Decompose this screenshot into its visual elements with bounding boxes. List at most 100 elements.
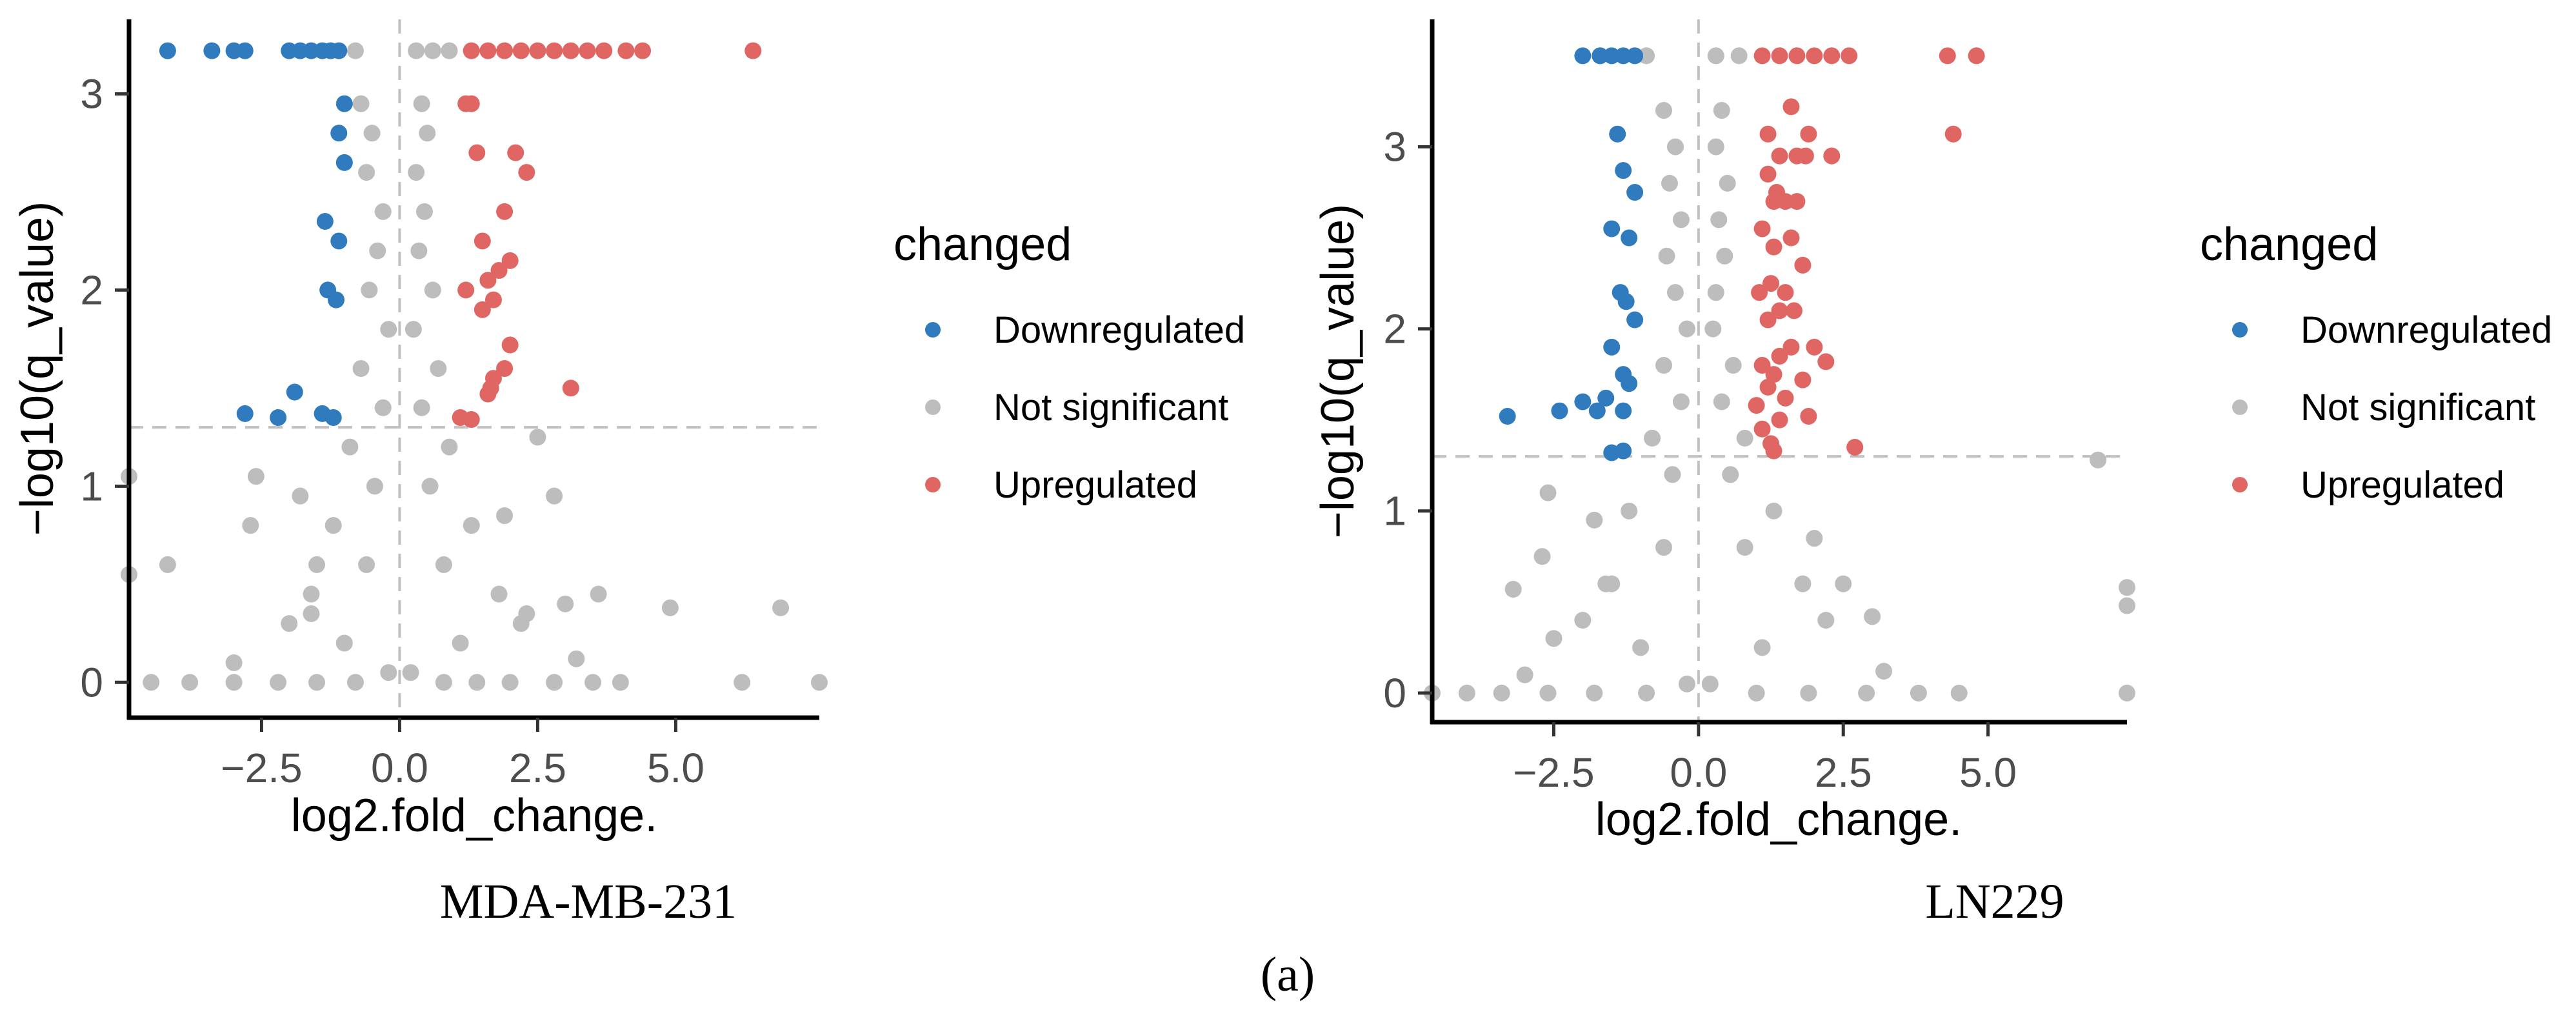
point-not-significant [1539,684,1557,702]
point-not-significant [590,585,607,603]
point-not-significant [1545,630,1563,647]
point-not-significant [1713,393,1730,410]
point-not-significant [363,125,381,142]
point-upregulated [1823,47,1841,65]
point-not-significant [352,95,370,112]
point-not-significant [1672,211,1690,228]
point-not-significant [568,650,585,667]
point-not-significant [402,664,419,682]
point-upregulated [1753,357,1771,374]
point-not-significant [1638,684,1655,702]
panel-ln229: 0 1 2 3 −2.5 0.0 2.5 5.0 log2.fold_change. −lo… [1312,19,2552,929]
point-upregulated [1800,408,1817,425]
point-not-significant [1707,138,1724,156]
x-axis-title: log2.fold_change. [291,790,657,842]
y-ticks: 0 1 2 3 [1383,123,1432,716]
point-not-significant [2090,451,2107,469]
point-not-significant [772,599,790,616]
points-layer [121,42,828,691]
point-not-significant [225,654,243,671]
point-not-significant [1864,608,1881,625]
point-not-significant [1835,575,1852,592]
point-not-significant [341,438,359,456]
point-not-significant [419,125,436,142]
point-not-significant [557,595,574,612]
point-not-significant [1707,47,1724,65]
point-downregulated [1603,47,1621,65]
point-downregulated [316,213,334,230]
y-tick-label: 0 [1383,670,1406,716]
point-upregulated [1771,147,1788,165]
point-upregulated [474,301,491,318]
point-downregulated [1617,293,1635,310]
point-not-significant [1603,575,1621,592]
point-upregulated [463,411,480,429]
point-downregulated [335,154,353,171]
point-upregulated [1771,302,1788,319]
legend-title: changed [894,219,1072,270]
y-axis-title: −log10(q_value) [12,201,63,536]
point-not-significant [1655,539,1672,556]
point-downregulated [1626,311,1644,329]
point-not-significant [1678,320,1695,338]
point-downregulated [1615,402,1632,420]
point-not-significant [1875,663,1893,680]
point-upregulated [479,272,497,289]
point-not-significant [529,429,546,446]
point-upregulated [1753,47,1771,65]
point-not-significant [1493,684,1510,702]
point-not-significant [424,281,441,299]
point-not-significant [441,42,458,59]
point-not-significant [374,203,392,220]
point-not-significant [1707,284,1724,301]
point-upregulated [1968,47,1985,65]
point-not-significant [421,478,439,495]
point-upregulated [1800,125,1817,143]
x-tick-label: 5.0 [1959,749,2017,796]
point-downregulated [1621,229,1638,247]
x-axis-title: log2.fold_change. [1595,794,1962,845]
legend-label-not-significant: Not significant [2301,387,2535,429]
point-not-significant [1713,102,1730,119]
point-downregulated [159,42,176,59]
point-downregulated [236,405,254,422]
point-upregulated [529,42,546,59]
point-not-significant [413,95,430,112]
panel-mda-mb-231: 0 1 2 3 −2.5 0.0 2.5 5.0 log2.fold_change. −lo… [12,19,1245,929]
y-tick-label: 3 [80,70,103,117]
point-not-significant [1765,502,1782,520]
point-not-significant [1666,284,1684,301]
point-downregulated [1621,375,1638,392]
point-not-significant [430,360,447,377]
point-upregulated [496,42,514,59]
point-downregulated [1574,393,1592,410]
point-not-significant [661,599,679,616]
point-not-significant [1678,675,1695,692]
legend-title: changed [2200,219,2378,270]
point-not-significant [1586,511,1603,529]
point-not-significant [335,634,353,652]
x-tick-label: 2.5 [1815,749,1872,796]
point-not-significant [584,674,602,691]
point-not-significant [303,605,320,622]
point-not-significant [490,585,508,603]
x-tick-label: 5.0 [647,745,704,791]
point-upregulated [1771,411,1788,429]
point-downregulated [330,125,348,142]
point-upregulated [1771,47,1788,65]
panel-caption: LN229 [1925,874,2064,929]
point-not-significant [380,321,397,338]
point-not-significant [1655,102,1672,119]
legend-key-not-significant [925,399,941,415]
point-downregulated [330,42,348,59]
point-upregulated [1765,366,1782,383]
point-upregulated [1777,284,1794,301]
point-downregulated [1626,184,1644,201]
point-not-significant [369,242,386,259]
point-not-significant [612,674,629,691]
point-downregulated [1615,47,1632,65]
point-not-significant [1730,47,1748,65]
point-not-significant [2119,579,2135,596]
point-upregulated [463,42,480,59]
point-not-significant [303,585,320,603]
